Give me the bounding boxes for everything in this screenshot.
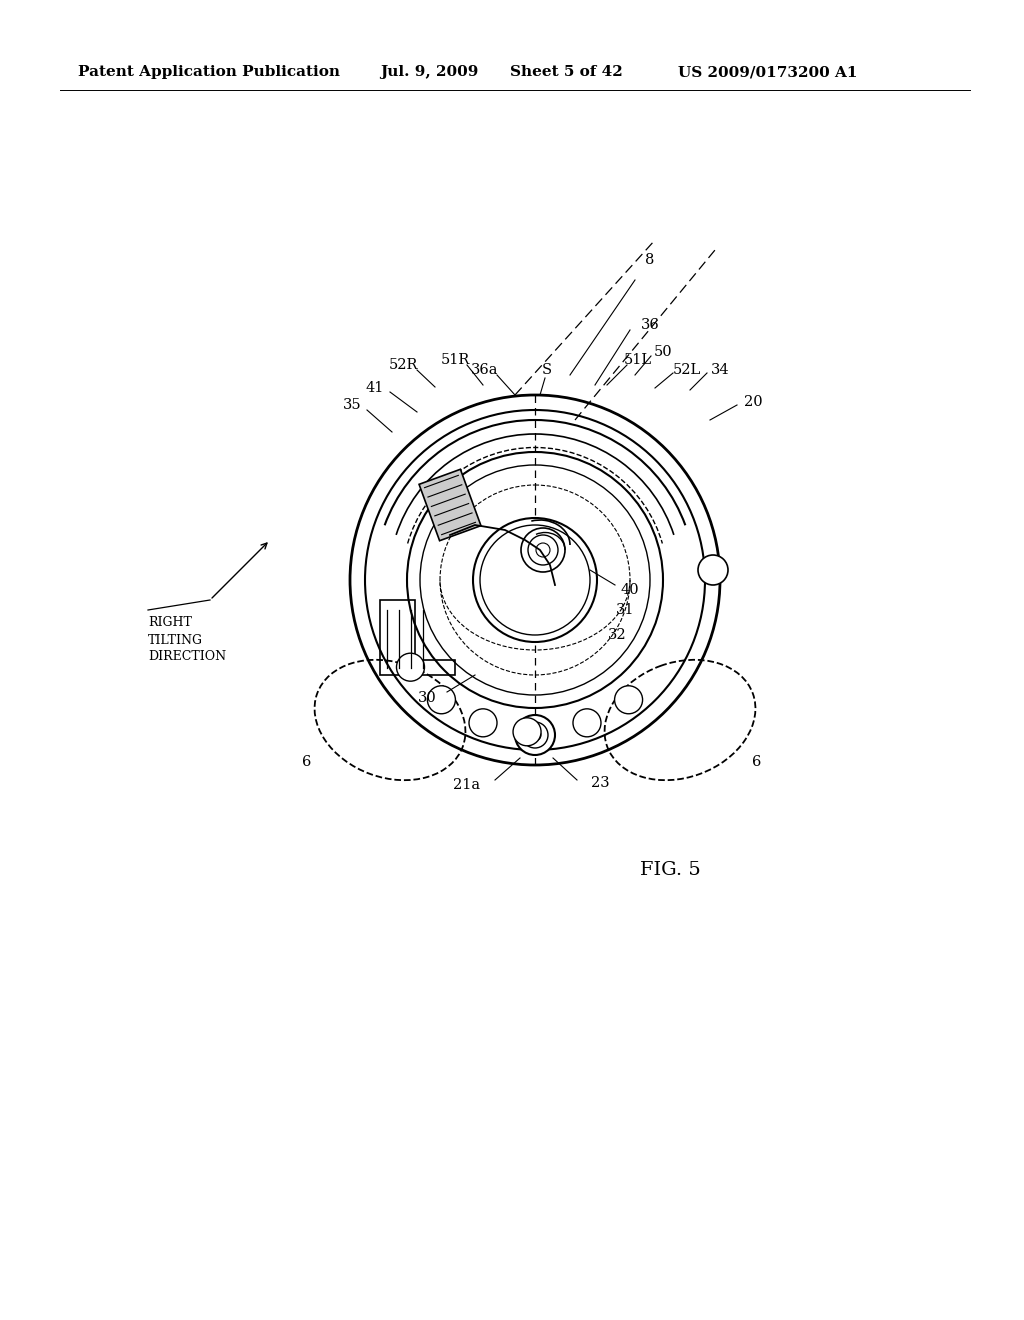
Text: 31: 31 xyxy=(615,603,634,616)
Circle shape xyxy=(427,686,456,714)
Text: 6: 6 xyxy=(753,755,762,770)
Text: 30: 30 xyxy=(418,690,436,705)
Text: 21a: 21a xyxy=(454,777,480,792)
Circle shape xyxy=(614,686,643,714)
Text: 41: 41 xyxy=(366,381,384,395)
Circle shape xyxy=(513,718,541,746)
Text: 51R: 51R xyxy=(440,352,470,367)
Circle shape xyxy=(698,554,728,585)
Text: 52R: 52R xyxy=(388,358,418,372)
Circle shape xyxy=(515,715,555,755)
Text: 35: 35 xyxy=(343,399,361,412)
FancyBboxPatch shape xyxy=(419,470,481,541)
Text: US 2009/0173200 A1: US 2009/0173200 A1 xyxy=(678,65,857,79)
Text: Sheet 5 of 42: Sheet 5 of 42 xyxy=(510,65,623,79)
Circle shape xyxy=(396,653,425,681)
Text: Patent Application Publication: Patent Application Publication xyxy=(78,65,340,79)
Text: S: S xyxy=(542,363,552,378)
Circle shape xyxy=(529,729,541,741)
Text: 40: 40 xyxy=(621,583,639,597)
Text: Jul. 9, 2009: Jul. 9, 2009 xyxy=(380,65,478,79)
Text: 32: 32 xyxy=(607,628,627,642)
Text: 20: 20 xyxy=(743,395,762,409)
Text: 36a: 36a xyxy=(471,363,499,378)
Text: 51L: 51L xyxy=(624,352,652,367)
Text: RIGHT
TILTING
DIRECTION: RIGHT TILTING DIRECTION xyxy=(148,616,226,664)
Text: 50: 50 xyxy=(653,345,673,359)
Text: 34: 34 xyxy=(711,363,729,378)
Circle shape xyxy=(521,528,565,572)
Circle shape xyxy=(473,517,597,642)
Circle shape xyxy=(573,709,601,737)
Text: 52L: 52L xyxy=(673,363,701,378)
Text: 6: 6 xyxy=(302,755,311,770)
Circle shape xyxy=(469,709,497,737)
Text: 8: 8 xyxy=(645,253,654,267)
Text: 23: 23 xyxy=(591,776,609,789)
Text: 36: 36 xyxy=(641,318,659,333)
Text: FIG. 5: FIG. 5 xyxy=(640,861,700,879)
